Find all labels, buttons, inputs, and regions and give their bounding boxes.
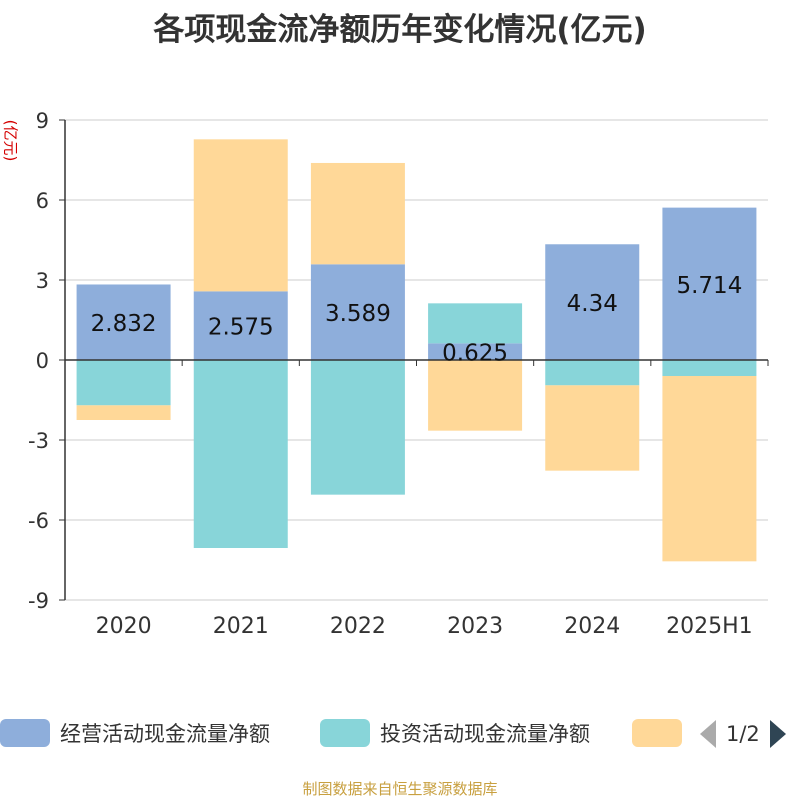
chart-title: 各项现金流净额历年变化情况(亿元) (153, 12, 647, 48)
legend: 经营活动现金流量净额 投资活动现金流量净额 1/2 (0, 712, 800, 756)
y-tick-label: 6 (36, 189, 49, 213)
legend-swatch-operating (0, 719, 50, 747)
y-tick-label: 0 (36, 349, 49, 373)
bar-2022-series-1 (310, 360, 405, 495)
data-label-2025H1: 5.714 (676, 273, 742, 299)
legend-swatch-financing (632, 719, 682, 747)
bar-2023-series-2 (428, 360, 523, 431)
legend-item-operating[interactable]: 经营活动现金流量净额 (0, 718, 270, 748)
data-label-2023: 0.625 (442, 341, 508, 367)
legend-swatch-investing (320, 719, 370, 747)
bar-2020-series-1 (76, 360, 171, 406)
bar-2022-series-2 (310, 162, 405, 265)
x-tick-label-2025H1: 2025H1 (666, 614, 753, 639)
legend-label-investing: 投资活动现金流量净额 (380, 722, 590, 746)
bar-2020-series-0 (76, 284, 171, 360)
data-label-2021: 2.575 (208, 315, 274, 341)
bar-2022-series-0 (310, 264, 405, 360)
bar-2023-series-0 (428, 343, 523, 360)
legend-item-investing[interactable]: 投资活动现金流量净额 (320, 718, 590, 748)
y-tick-label: -9 (28, 589, 49, 613)
bar-2025H1-series-2 (662, 376, 757, 562)
bar-2025H1-series-0 (662, 207, 757, 360)
bar-2024-series-0 (545, 244, 640, 360)
data-label-2024: 4.34 (567, 291, 618, 317)
legend-prev-page-icon[interactable] (700, 720, 716, 748)
y-tick-label: 3 (36, 269, 49, 293)
legend-next-page-icon[interactable] (769, 720, 786, 748)
bar-2021-series-0 (193, 291, 288, 360)
data-source-note: 制图数据来自恒生聚源数据库 (302, 780, 498, 798)
legend-pager: 1/2 (700, 720, 786, 748)
bar-2025H1-series-1 (662, 360, 757, 376)
bar-2021-series-2 (193, 139, 288, 292)
x-tick-label-2020: 2020 (96, 614, 152, 639)
data-label-2020: 2.832 (91, 311, 157, 337)
bar-2024-series-1 (545, 360, 640, 386)
x-tick-label-2024: 2024 (564, 614, 620, 639)
legend-item-financing[interactable] (632, 718, 682, 748)
x-tick-label-2022: 2022 (330, 614, 386, 639)
y-tick-label: -6 (28, 509, 49, 533)
bar-2020-series-2 (76, 405, 171, 420)
bar-2021-series-1 (193, 360, 288, 548)
y-tick-label: -3 (28, 429, 49, 453)
legend-page-indicator: 1/2 (726, 722, 760, 746)
y-tick-label: 9 (36, 109, 49, 133)
chart-canvas: -9 -6 -3 0 3 6 9 2020 2021 2022 2023 2024 2025H1 2.83… (28, 109, 769, 639)
legend-label-operating: 经营活动现金流量净额 (60, 722, 270, 746)
x-tick-label-2021: 2021 (213, 614, 269, 639)
x-tick-label-2023: 2023 (447, 614, 503, 639)
bar-2023-series-1 (428, 303, 523, 344)
bar-2024-series-2 (545, 385, 640, 471)
data-label-2022: 3.589 (325, 301, 391, 327)
